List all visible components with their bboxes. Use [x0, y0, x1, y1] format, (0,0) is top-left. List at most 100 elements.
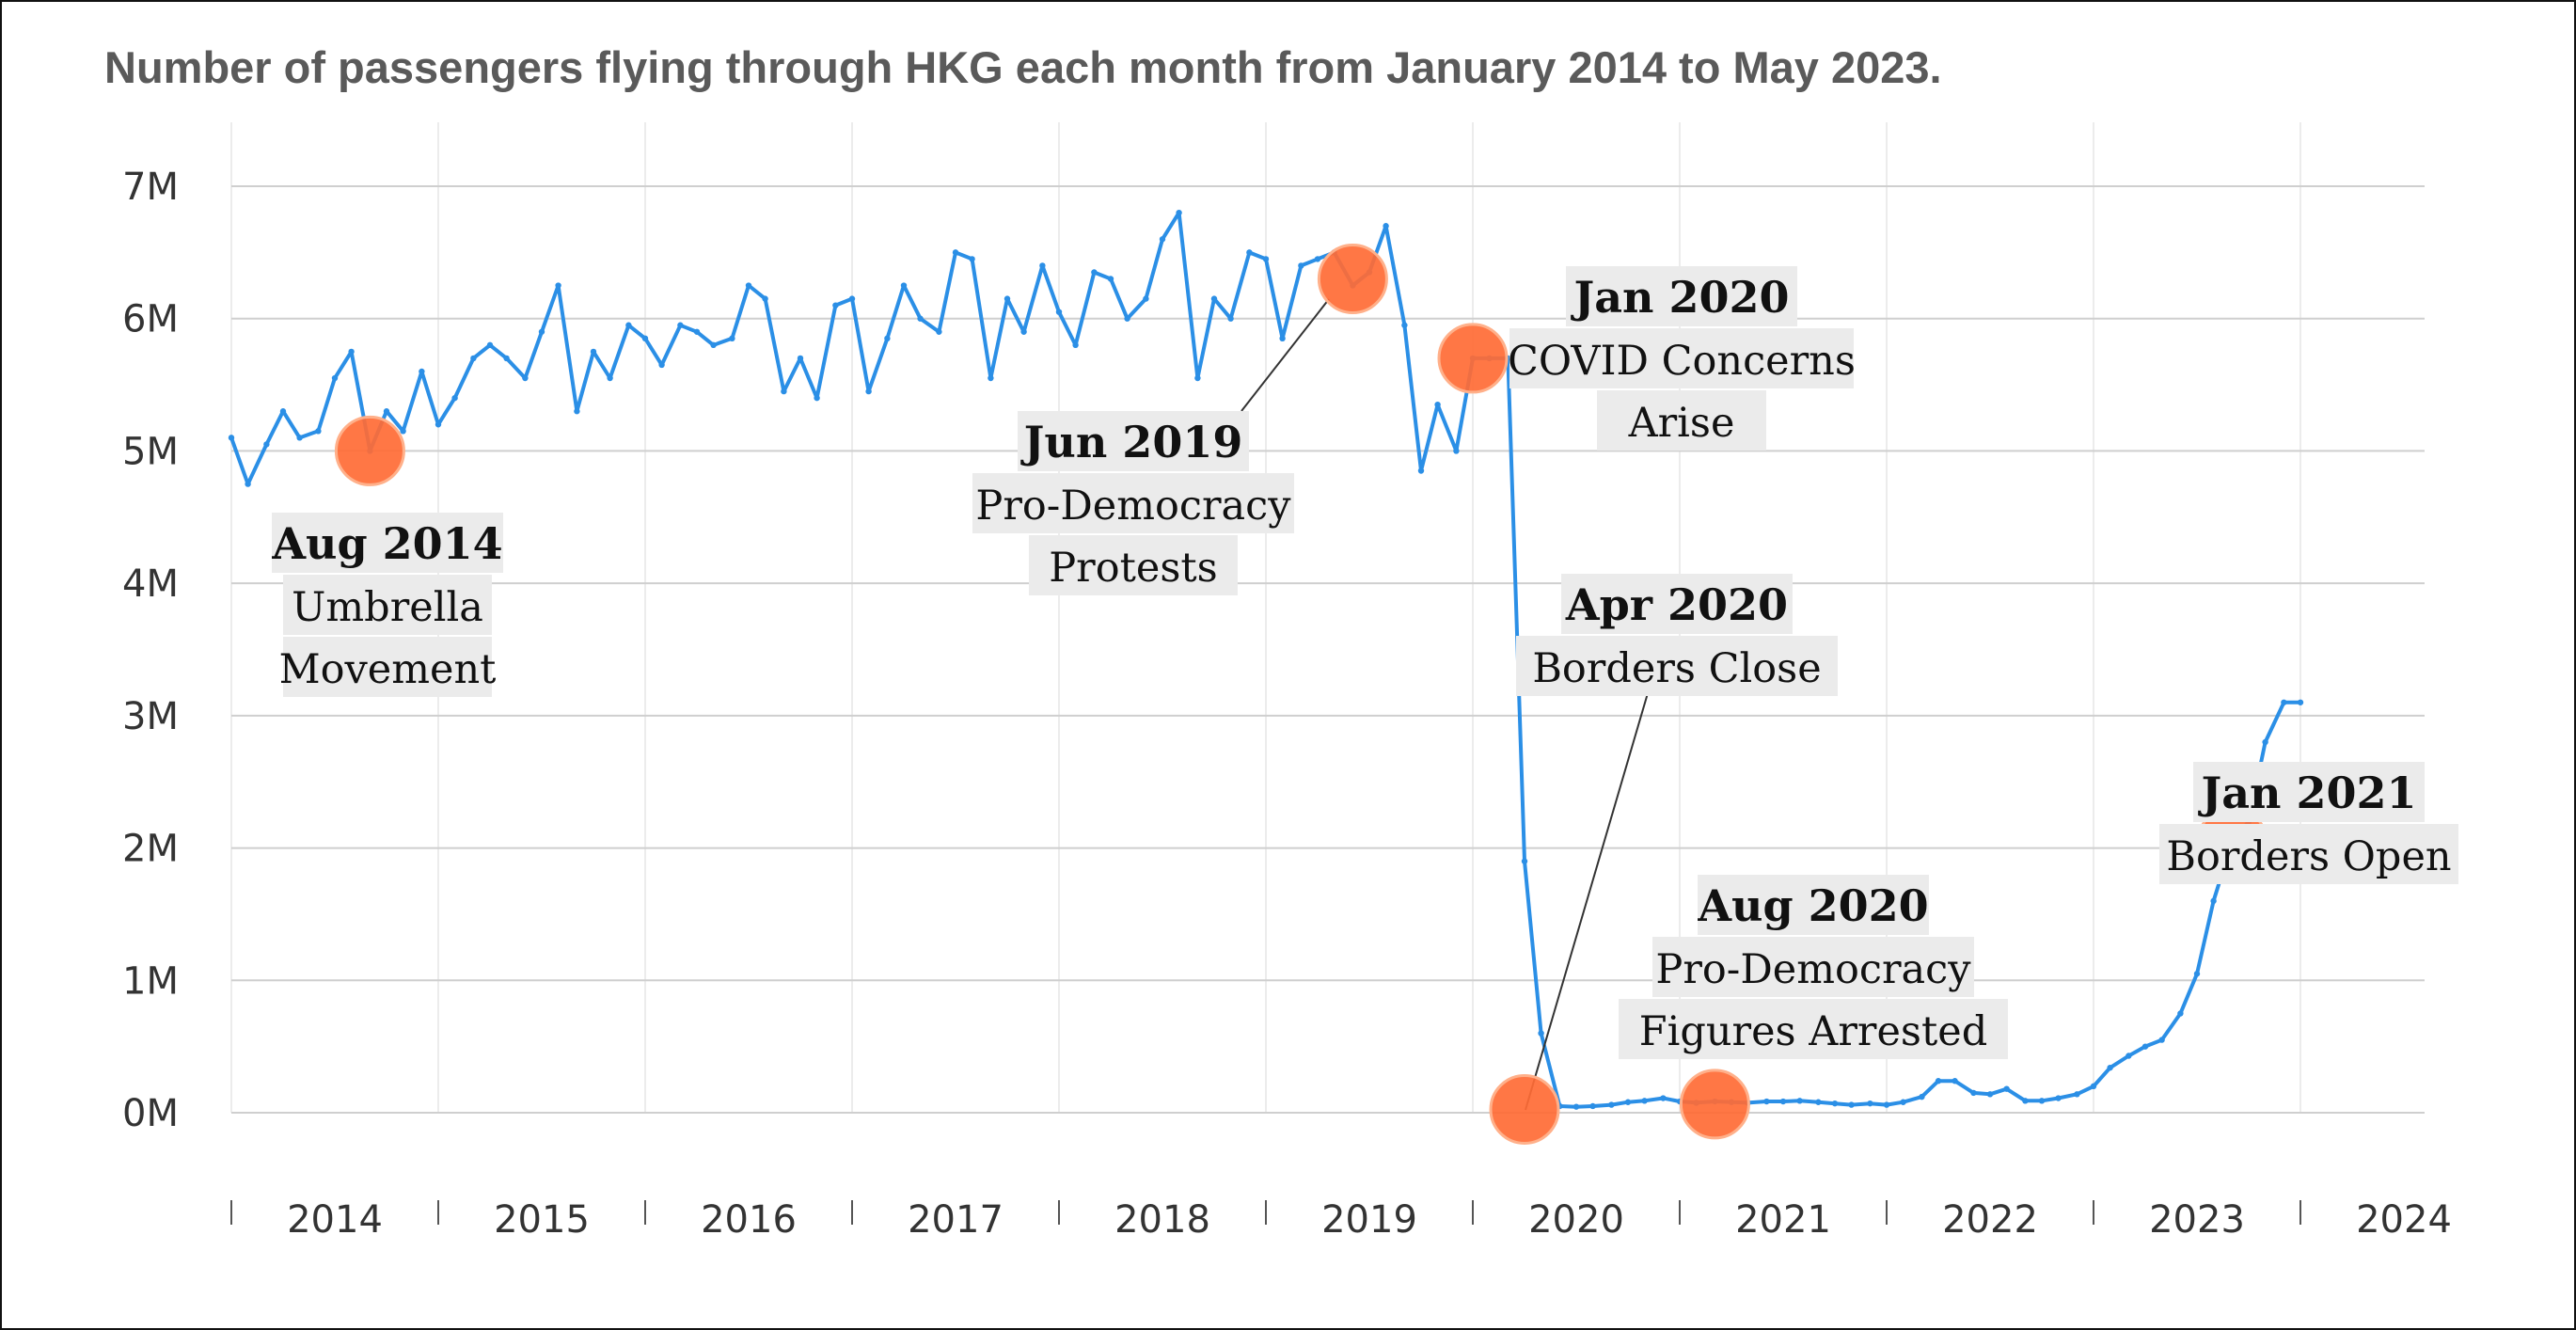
x-tick-label: 2015 — [494, 1198, 590, 1242]
data-point — [1867, 1100, 1873, 1107]
annotation-label-box — [272, 513, 503, 573]
event-marker — [1317, 244, 1388, 314]
data-point — [400, 428, 406, 435]
annotation-text: Umbrella — [292, 584, 483, 631]
data-point — [486, 341, 494, 349]
data-point — [1952, 1078, 1958, 1085]
data-point — [1227, 315, 1234, 322]
x-tick-label: 2022 — [1942, 1198, 2038, 1242]
data-point — [1298, 262, 1304, 269]
annotation-label-box — [2193, 762, 2425, 822]
data-point — [1589, 1102, 1596, 1110]
data-point — [555, 282, 561, 289]
data-point — [710, 341, 717, 349]
data-point — [296, 435, 303, 441]
data-point — [1279, 335, 1286, 342]
data-point — [2281, 699, 2287, 705]
data-point — [832, 302, 839, 309]
data-point — [1538, 1030, 1544, 1037]
annotation-text: Protests — [1049, 545, 1218, 592]
data-point — [1159, 236, 1166, 243]
x-tick-label: 2024 — [2356, 1198, 2452, 1242]
data-point — [1194, 374, 1201, 382]
data-point — [2210, 897, 2217, 905]
data-point — [1262, 256, 1270, 262]
data-point — [1763, 1098, 1770, 1105]
annotation-labels: Aug 2014 Umbrella Movement Jun 2019 Pro-Demo… — [271, 266, 2458, 1059]
data-point — [315, 428, 322, 435]
data-point — [1848, 1101, 1855, 1108]
annotation-text: Figures Arrested — [1639, 1008, 1987, 1055]
annotation-text: Movement — [279, 646, 497, 693]
data-point — [781, 388, 787, 395]
data-point — [2262, 738, 2268, 746]
data-point — [677, 322, 684, 328]
y-tick-label: 4M — [122, 562, 179, 606]
data-point — [729, 335, 735, 342]
data-point — [1107, 276, 1114, 282]
data-point — [1883, 1101, 1890, 1108]
data-point — [641, 335, 649, 342]
data-point — [574, 408, 580, 415]
annotation-leader-line — [1241, 298, 1330, 412]
annotation-leaders — [1241, 298, 1649, 1111]
data-point — [331, 374, 339, 382]
event-marker — [1437, 323, 1509, 394]
data-point — [1660, 1095, 1667, 1101]
data-point — [1383, 223, 1389, 230]
x-tick-label: 2021 — [1735, 1198, 1831, 1242]
annotation-label-box — [1516, 636, 1838, 696]
data-point — [762, 295, 768, 302]
data-point — [470, 355, 477, 362]
data-point — [625, 322, 632, 328]
annotation-text: Pro-Democracy — [975, 483, 1291, 530]
data-point — [1401, 322, 1408, 328]
data-point — [1608, 1101, 1615, 1108]
data-point — [1091, 269, 1098, 276]
data-point — [2107, 1064, 2113, 1071]
data-point — [2074, 1091, 2080, 1098]
x-tick-label: 2014 — [287, 1198, 383, 1242]
data-point — [503, 355, 510, 362]
data-point — [419, 368, 425, 375]
x-tick-label: 2016 — [701, 1198, 797, 1242]
data-point — [1055, 309, 1063, 315]
annotation-label-box — [1698, 875, 1929, 935]
data-point — [797, 355, 804, 362]
data-point — [1624, 1099, 1632, 1105]
data-point — [522, 374, 529, 382]
data-point — [590, 348, 597, 356]
data-point — [1796, 1098, 1803, 1104]
y-tick-label: 6M — [122, 298, 179, 341]
data-point — [1779, 1098, 1787, 1105]
data-point — [1919, 1093, 1925, 1100]
event-marker — [334, 415, 405, 486]
x-tick-label: 2020 — [1528, 1198, 1624, 1242]
data-point — [936, 328, 942, 335]
annotation-label-box — [1509, 328, 1854, 388]
data-point — [245, 481, 251, 487]
data-point — [2022, 1098, 2029, 1104]
data-point — [1815, 1099, 1822, 1105]
data-point — [2141, 1043, 2149, 1050]
data-point — [1246, 249, 1253, 256]
event-markers — [334, 244, 2268, 1145]
data-point — [383, 408, 390, 415]
annotation-date: Jan 2021 — [2197, 768, 2416, 818]
data-point — [658, 361, 665, 369]
data-point — [1417, 467, 1425, 474]
grid-lines — [230, 122, 2425, 1114]
data-point — [228, 435, 235, 441]
annotation-label-box — [283, 575, 492, 635]
annotation-label-box — [972, 473, 1294, 533]
data-point — [2003, 1085, 2010, 1092]
data-point — [865, 388, 872, 395]
y-tick-label: 7M — [122, 166, 179, 209]
y-tick-label: 5M — [122, 430, 179, 473]
annotation-text: Arise — [1628, 400, 1735, 447]
y-tick-label: 3M — [122, 695, 179, 738]
data-point — [279, 408, 287, 415]
data-point — [538, 328, 545, 335]
data-point — [1072, 341, 1079, 349]
